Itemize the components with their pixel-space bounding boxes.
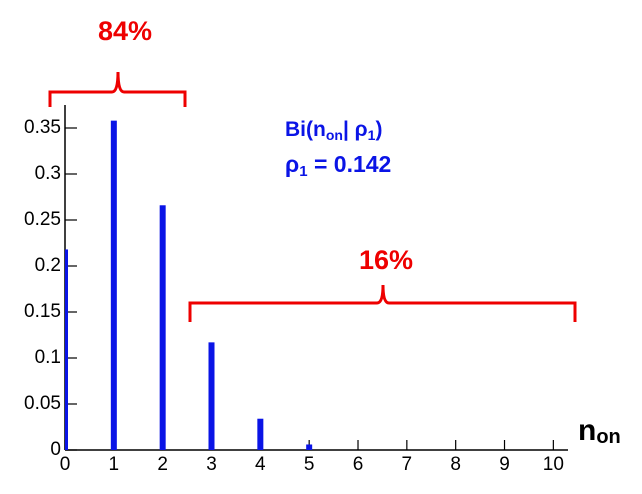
x-axis-label: non [578,414,621,448]
bar [257,418,264,450]
formula: Bi(non| ρ1) [285,118,382,143]
x-tick-label: 7 [402,454,413,475]
bar [208,342,215,450]
y-tick-label: 0.25 [24,209,61,230]
y-tick-label: 0 [50,439,61,460]
annotation: 84% [98,16,152,46]
subscript: 1 [368,127,376,143]
x-tick-label: 5 [304,454,315,475]
brace-left [48,71,187,107]
x-tick-label: 6 [353,454,364,475]
x-tick-label: 4 [255,454,266,475]
bar [110,120,117,450]
x-tick-label: 9 [499,454,510,475]
x-tick-label: 10 [543,454,564,475]
y-tick-label: 0.3 [35,163,61,184]
y-tick-label: 0.1 [35,347,61,368]
y-tick-label: 0.15 [24,301,61,322]
subscript: on [326,127,343,143]
subscript: 1 [299,163,307,180]
bars [65,120,313,450]
x-tick-label: 3 [206,454,217,475]
text-part: = 0.142 [308,151,392,177]
bar [65,249,68,450]
text-part: Bi(n [285,118,326,141]
bar [159,205,166,450]
x-tick-label: 1 [109,454,120,475]
text-part: n [578,414,596,447]
x-tick-label: 8 [450,454,461,475]
y-tick-label: 0.2 [35,255,61,276]
x-tick-label: 2 [157,454,168,475]
text-part: ) [375,118,382,141]
bar [306,444,313,450]
text-part: ρ [285,151,299,177]
brace-right [188,284,577,322]
annotation: 16% [359,245,413,275]
y-tick-label: 0.35 [24,117,61,138]
text-part: | ρ [343,118,368,141]
x-tick-label: 0 [60,454,71,475]
y-tick-label: 0.05 [24,393,61,414]
parameter: ρ1 = 0.142 [285,151,391,180]
subscript: on [596,426,620,448]
